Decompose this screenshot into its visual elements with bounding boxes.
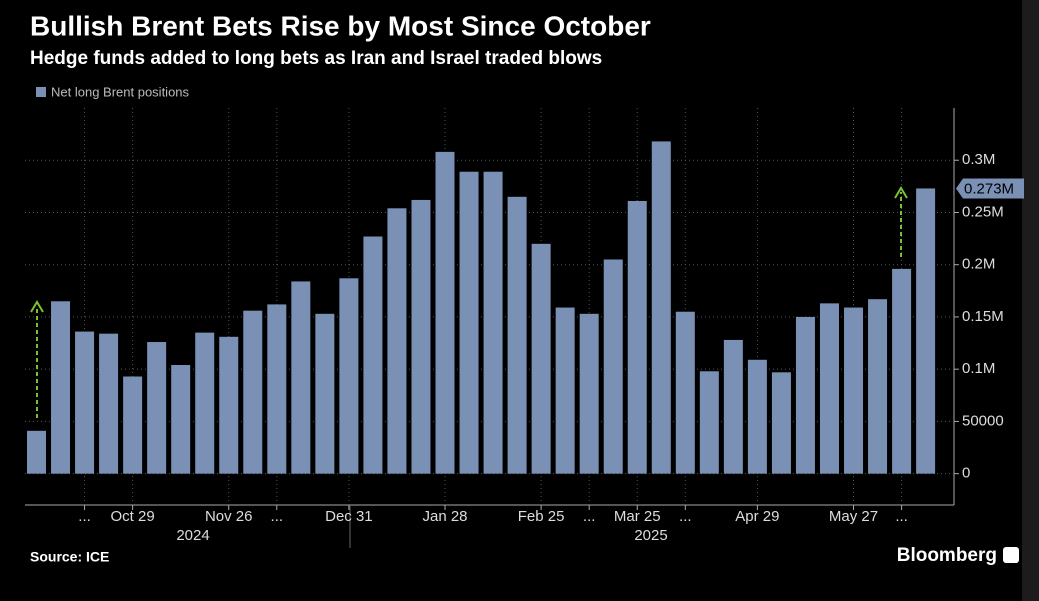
- year-label: 2024: [176, 527, 209, 544]
- bar: [723, 339, 743, 474]
- y-tick-label: 0.15M: [962, 308, 1004, 325]
- bar: [795, 316, 815, 474]
- bar: [651, 141, 671, 474]
- bar: [868, 299, 888, 474]
- arrow-head: [894, 186, 908, 199]
- bar: [243, 310, 263, 474]
- x-tick-label: Nov 26: [205, 508, 253, 525]
- value-label-box: [956, 178, 1024, 199]
- legend-label: Net long Brent positions: [51, 84, 190, 99]
- bar: [339, 278, 359, 474]
- bar: [99, 333, 119, 474]
- bar: [27, 430, 46, 474]
- bar: [844, 307, 864, 474]
- y-tick-label: 0.2M: [962, 256, 995, 273]
- brand: Bloomberg: [897, 545, 997, 566]
- bar: [411, 199, 431, 474]
- bar: [51, 301, 71, 474]
- bar: [291, 281, 311, 474]
- y-tick-label: 0.1M: [962, 360, 995, 377]
- y-tick-label: 0.25M: [962, 203, 1004, 220]
- value-label: 0.273M: [964, 180, 1014, 197]
- brand-icon: [1003, 547, 1019, 563]
- x-tick-label: ...: [78, 508, 91, 525]
- y-tick-label: 0: [962, 465, 970, 482]
- x-tick-label: Feb 25: [518, 508, 565, 525]
- bar: [916, 188, 936, 474]
- bar: [603, 259, 623, 474]
- bar: [892, 268, 912, 474]
- bar: [123, 376, 143, 474]
- bar: [387, 208, 407, 474]
- bar: [267, 304, 287, 474]
- bar: [819, 303, 839, 474]
- x-tick-label: Dec 31: [325, 508, 373, 525]
- bar: [675, 311, 695, 474]
- bar: [363, 236, 383, 474]
- x-tick-label: Oct 29: [111, 508, 155, 525]
- x-tick-label: ...: [271, 508, 284, 525]
- x-tick-label: ...: [679, 508, 692, 525]
- annotation-arrows: [30, 186, 908, 418]
- chart-subtitle: Hedge funds added to long bets as Iran a…: [30, 48, 602, 69]
- bar: [627, 200, 647, 474]
- bar: [483, 171, 503, 474]
- y-tick-label: 0.3M: [962, 151, 995, 168]
- source: Source: ICE: [30, 549, 109, 565]
- year-label: 2025: [634, 527, 667, 544]
- y-tick-label: 50000: [962, 412, 1004, 429]
- x-tick-label: May 27: [829, 508, 878, 525]
- x-tick-label: Jan 28: [422, 508, 467, 525]
- bar: [195, 332, 215, 474]
- x-tick-label: ...: [583, 508, 596, 525]
- bar: [459, 171, 479, 474]
- bar: [507, 196, 527, 474]
- bar: [771, 372, 791, 474]
- chart-title: Bullish Brent Bets Rise by Most Since Oc…: [30, 10, 651, 41]
- bar: [75, 331, 95, 474]
- arrow-head: [30, 300, 44, 313]
- border: [1022, 0, 1039, 601]
- bar: [699, 371, 719, 474]
- bar: [555, 307, 575, 474]
- bar: [531, 243, 551, 474]
- bar: [315, 313, 335, 474]
- bar: [147, 342, 167, 474]
- x-tick-label: Mar 25: [614, 508, 661, 525]
- bar: [219, 336, 239, 474]
- bar: [579, 313, 599, 474]
- x-tick-label: Apr 29: [735, 508, 779, 525]
- legend-swatch: [36, 87, 46, 97]
- bar: [435, 151, 455, 474]
- x-tick-label: ...: [895, 508, 908, 525]
- bar: [171, 365, 191, 474]
- bar: [747, 359, 767, 474]
